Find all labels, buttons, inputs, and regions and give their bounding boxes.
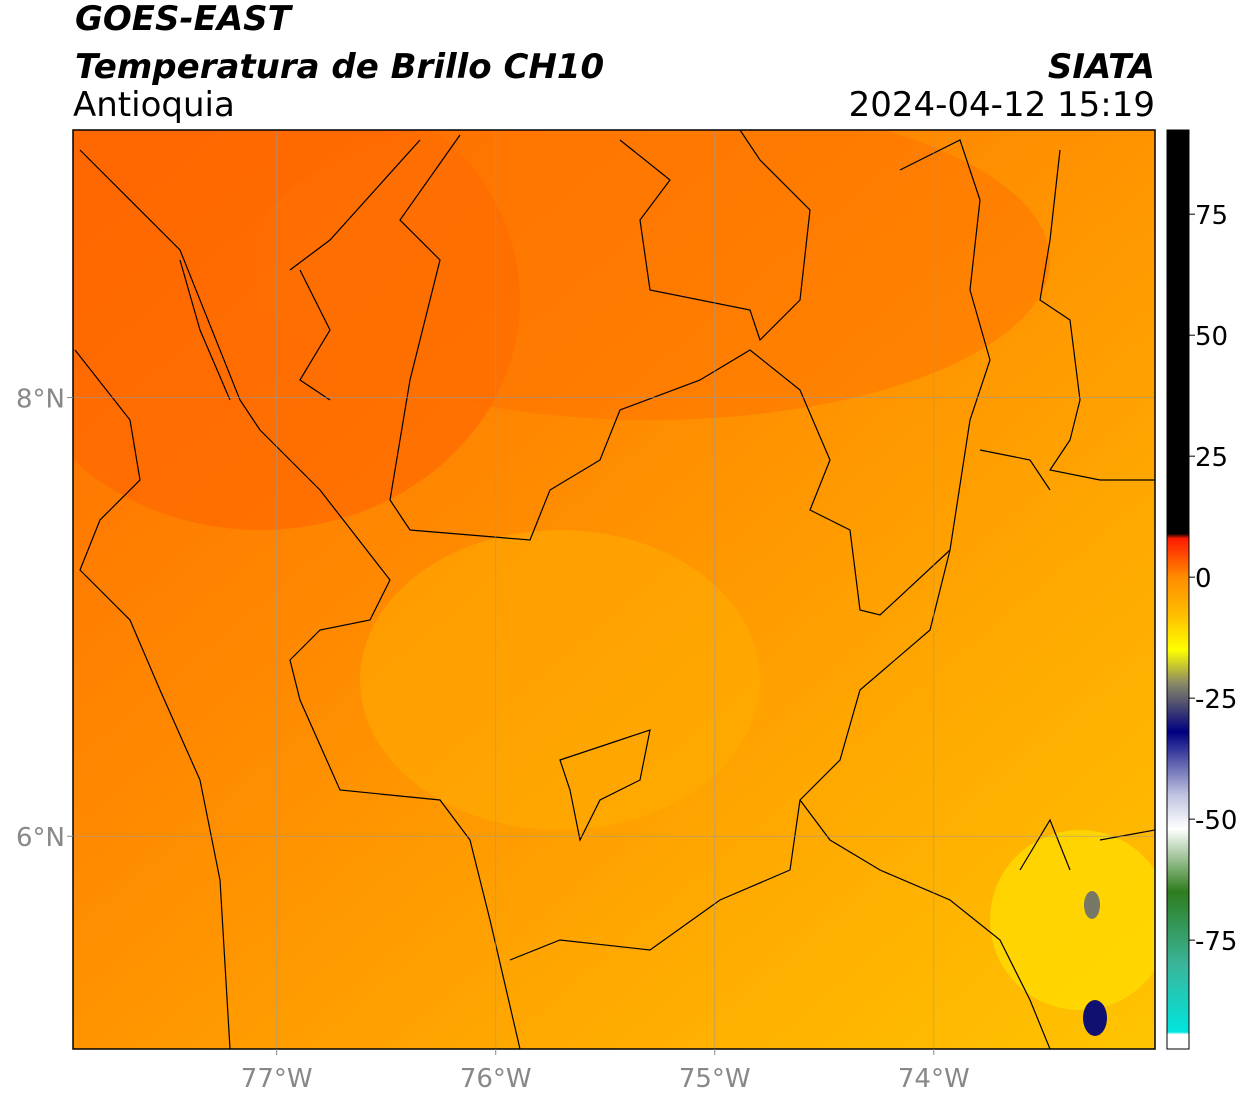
- colorbar-tick-label: 75: [1195, 201, 1228, 231]
- coast: [74, 259, 231, 1049]
- cool-area: [360, 530, 760, 830]
- colorbar-tick-label: 25: [1195, 443, 1228, 473]
- grid: [73, 130, 1155, 1049]
- border: [799, 799, 1155, 1049]
- border: [79, 149, 521, 1049]
- y-tick-label: 6°N: [16, 823, 65, 853]
- coast: [289, 139, 421, 401]
- cloud-top: [1084, 891, 1100, 919]
- colorbar-tick-label: 0: [1195, 564, 1212, 594]
- map-frame: [72, 129, 1156, 1050]
- satellite: GOES-EAST: [75, 0, 294, 39]
- map-field: [73, 130, 1155, 1049]
- y-tick-label: 8°N: [16, 385, 65, 415]
- x-tick-label: 75°W: [679, 1064, 751, 1094]
- colorbar-tick-label: -25: [1195, 685, 1237, 715]
- datetime: 2024-04-12 15:19: [849, 85, 1155, 125]
- source: SIATA: [1048, 47, 1155, 87]
- x-tick-label: 74°W: [898, 1064, 970, 1094]
- border: [619, 130, 811, 342]
- colorbar-tick-label: 50: [1195, 322, 1228, 352]
- x-tick-label: 77°W: [241, 1064, 313, 1094]
- colorbar-tick-label: -50: [1195, 806, 1237, 836]
- border: [509, 139, 991, 961]
- border: [979, 149, 1155, 491]
- colorbar-tick-label: -75: [1195, 927, 1237, 957]
- border: [389, 134, 951, 616]
- product: Temperatura de Brillo CH10: [75, 47, 604, 87]
- x-tick-label: 76°W: [460, 1064, 532, 1094]
- border: [559, 729, 651, 842]
- warm-area: [250, 130, 1050, 420]
- colorbar: [1166, 129, 1190, 1050]
- cloud-top: [1083, 1000, 1107, 1036]
- cool-area: [990, 830, 1155, 1010]
- region: Antioquia: [73, 85, 235, 125]
